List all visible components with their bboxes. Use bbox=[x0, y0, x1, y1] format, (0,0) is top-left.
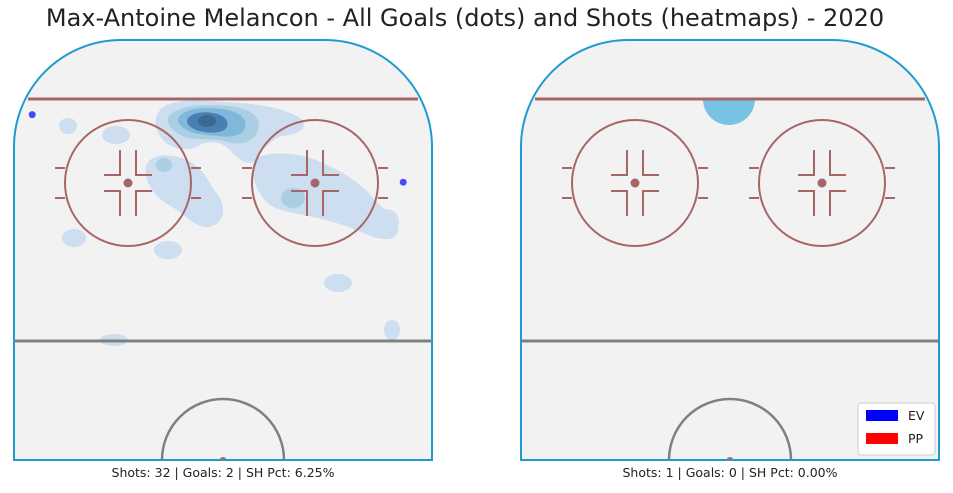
left-faceoff-left bbox=[55, 119, 201, 247]
right-rink-ice bbox=[520, 39, 940, 461]
right-faceoff-right bbox=[749, 119, 895, 247]
left-heatmap-light-blob bbox=[384, 320, 400, 340]
left-panel-caption: Shots: 32 | Goals: 2 | SH Pct: 6.25% bbox=[112, 465, 335, 480]
left-heatmap-light-blob bbox=[324, 274, 352, 292]
goal-dot bbox=[399, 178, 407, 186]
right-panel-caption: Shots: 1 | Goals: 0 | SH Pct: 0.00% bbox=[622, 465, 837, 480]
right-center-dot bbox=[727, 457, 733, 461]
left-heatmap-light-blob bbox=[102, 126, 130, 144]
left-heatmap-light-blob bbox=[154, 241, 182, 259]
left-heatmap-light-blob bbox=[373, 209, 399, 235]
goal-dot bbox=[28, 111, 36, 119]
left-heatmap-light-blob bbox=[62, 229, 86, 247]
left-heatmap-peak bbox=[198, 115, 216, 127]
left-rink-panel bbox=[13, 39, 433, 461]
left-heatmap-light-blob bbox=[59, 118, 77, 134]
left-goal-markers bbox=[28, 111, 407, 186]
right-rink-panel bbox=[520, 39, 940, 461]
legend-label-ev: EV bbox=[908, 408, 925, 423]
legend-label-pp: PP bbox=[908, 431, 924, 446]
left-faceoff-right bbox=[242, 119, 388, 247]
chart-title: Max-Antoine Melancon - All Goals (dots) … bbox=[45, 4, 885, 32]
left-center-circle bbox=[160, 397, 286, 461]
left-rink-ice bbox=[13, 39, 433, 461]
left-center-dot bbox=[220, 457, 226, 461]
right-center-circle bbox=[667, 397, 793, 461]
left-heatmap-light-region bbox=[252, 153, 399, 240]
left-heatmap-light-region bbox=[145, 155, 224, 227]
left-heatmap-mid-blob bbox=[281, 188, 305, 208]
left-shot-heatmap bbox=[59, 100, 400, 346]
right-faceoff-left bbox=[562, 119, 708, 247]
legend-swatch-pp bbox=[866, 433, 898, 444]
legend-swatch-ev bbox=[866, 410, 898, 421]
right-pp-shot-blob bbox=[703, 99, 755, 125]
left-heatmap-mid-blob bbox=[156, 158, 172, 172]
legend: EV PP bbox=[857, 402, 936, 456]
